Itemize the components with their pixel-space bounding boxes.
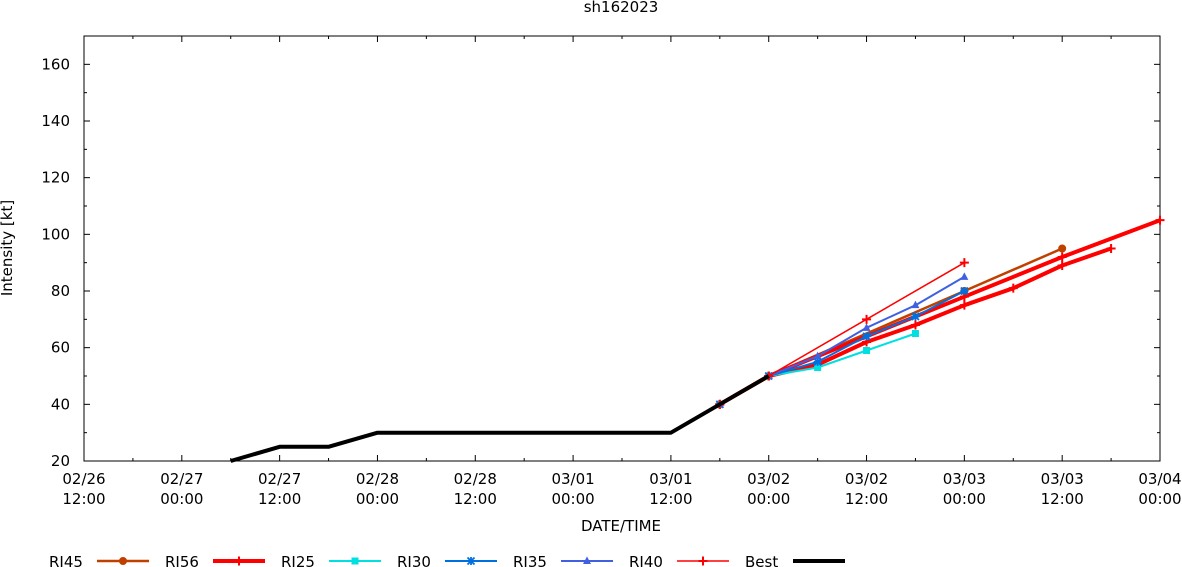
data-point: [1106, 244, 1116, 253]
y-tick-label: 60: [51, 339, 70, 357]
y-tick-label: 100: [41, 225, 70, 243]
legend-item-ri35: RI35: [513, 553, 613, 567]
legend-marker: [234, 556, 244, 566]
legend-label: RI30: [397, 553, 431, 567]
legend-item-best: Best: [745, 553, 845, 567]
x-tick-label-time: 12:00: [454, 490, 497, 508]
x-tick-label-date: 03/03: [943, 470, 986, 488]
series-ri56: [715, 215, 1165, 409]
data-point: [863, 347, 871, 354]
legend-marker: [119, 557, 127, 565]
x-tick-label-time: 12:00: [258, 490, 301, 508]
x-tick-label-time: 12:00: [845, 490, 888, 508]
x-tick-label-date: 02/28: [356, 470, 399, 488]
data-point: [862, 314, 872, 324]
data-point: [1057, 261, 1067, 270]
y-tick-label: 40: [51, 395, 70, 413]
x-tick-label-time: 00:00: [160, 490, 203, 508]
data-point: [911, 330, 919, 337]
x-tick-label-time: 00:00: [356, 490, 399, 508]
legend-label: Best: [745, 553, 778, 567]
x-tick-label-time: 00:00: [747, 490, 790, 508]
x-tick-label-date: 02/26: [62, 470, 105, 488]
legend-marker: [466, 556, 476, 566]
series-line: [718, 218, 1161, 407]
x-tick-label-time: 12:00: [649, 490, 692, 508]
series-best: [230, 374, 770, 463]
chart-title: sh162023: [584, 0, 659, 16]
series-layer: [230, 215, 1165, 463]
data-point: [960, 272, 969, 280]
x-tick-label-time: 00:00: [943, 490, 986, 508]
legend: RI45 RI56 RI25 RI30 RI35 RI40 Best: [49, 553, 845, 567]
data-point: [1058, 244, 1067, 253]
x-tick-label-time: 00:00: [1138, 490, 1181, 508]
y-tick-label: 20: [51, 452, 70, 470]
data-point: [911, 312, 920, 321]
series-line: [230, 374, 770, 463]
data-point: [1155, 215, 1165, 225]
x-tick-label-date: 03/03: [1041, 470, 1084, 488]
series-ri30: [716, 330, 919, 408]
data-point: [862, 332, 871, 341]
plot-frame: [83, 35, 1161, 462]
legend-item-ri45: RI45: [49, 553, 149, 567]
x-tick-label-date: 02/28: [454, 470, 497, 488]
legend-label: RI40: [629, 553, 663, 567]
x-tick-label-time: 12:00: [62, 490, 105, 508]
series-ri25: [715, 244, 1116, 409]
x-axis-title: DATE/TIME: [581, 517, 661, 535]
series-ri40: [715, 272, 969, 408]
x-tick-label-date: 02/27: [258, 470, 301, 488]
data-point: [911, 300, 920, 309]
data-point: [862, 323, 871, 331]
x-axis: 02/26 12:00 02/27 00:00 02/27 12:00 02/28 00:00…: [62, 36, 1182, 508]
x-tick-label-date: 03/01: [551, 470, 594, 488]
x-tick-label-time: 12:00: [1041, 490, 1084, 508]
data-point: [814, 364, 822, 371]
data-point: [813, 351, 822, 360]
data-point: [960, 286, 969, 296]
y-tick-label: 160: [41, 55, 70, 73]
legend-label: RI35: [513, 553, 547, 567]
x-tick-label-date: 03/02: [845, 470, 888, 488]
y-tick-label: 80: [51, 282, 70, 300]
legend-marker: [698, 556, 708, 566]
x-tick-label-date: 02/27: [160, 470, 203, 488]
data-point: [1008, 283, 1018, 293]
y-axis-title: Intensity [kt]: [0, 200, 16, 296]
legend-marker: [351, 557, 359, 565]
y-axis: 20 40 60 80 100 120 140 160: [41, 55, 1160, 470]
legend-label: RI25: [281, 553, 315, 567]
legend-item-ri40: RI40: [629, 553, 729, 567]
data-point: [959, 258, 969, 268]
data-point: [813, 357, 822, 366]
data-point: [1057, 252, 1067, 262]
legend-item-ri30: RI30: [397, 553, 497, 567]
y-tick-label: 140: [41, 112, 70, 130]
x-tick-label-time: 00:00: [551, 490, 594, 508]
legend-label: RI56: [165, 553, 199, 567]
x-tick-label-date: 03/01: [649, 470, 692, 488]
x-tick-label-date: 03/02: [747, 470, 790, 488]
legend-label: RI45: [49, 553, 83, 567]
x-tick-label-date: 03/04: [1138, 470, 1181, 488]
data-point: [910, 320, 920, 330]
legend-marker: [583, 556, 591, 564]
legend-item-ri56: RI56: [165, 553, 265, 567]
legend-item-ri25: RI25: [281, 553, 381, 567]
data-point: [959, 300, 969, 310]
y-tick-label: 120: [41, 169, 70, 187]
